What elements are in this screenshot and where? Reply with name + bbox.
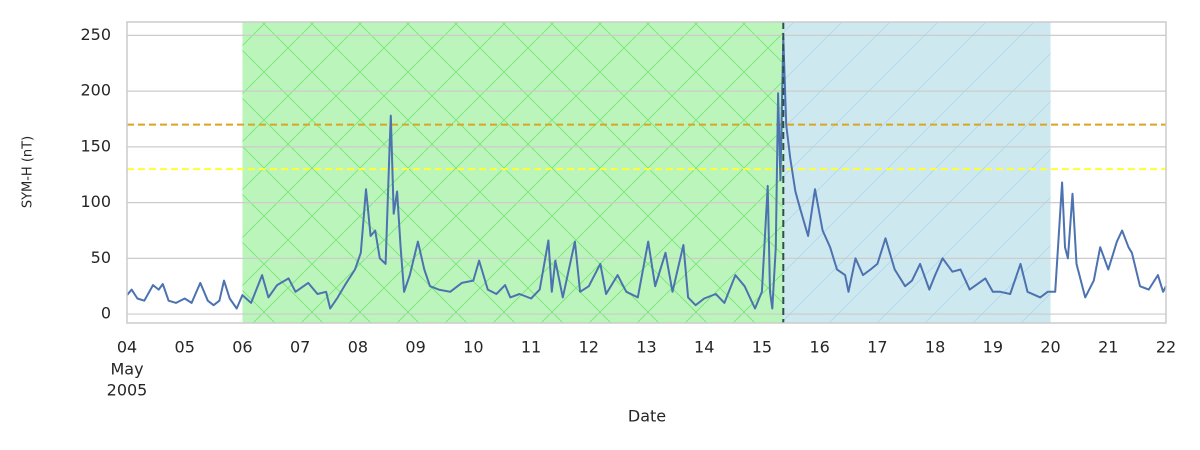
x-tick-label: 09 bbox=[405, 338, 425, 357]
x-tick-label: 10 bbox=[463, 338, 483, 357]
y-tick-label: 150 bbox=[80, 136, 111, 155]
x-tick-label: 17 bbox=[867, 338, 887, 357]
span-hatch bbox=[783, 22, 1051, 323]
x-tick-label: 11 bbox=[521, 338, 541, 357]
x-tick-label: 13 bbox=[636, 338, 656, 357]
x-tick-label: 20 bbox=[1040, 338, 1060, 357]
x-tick-label: 04 bbox=[117, 338, 137, 357]
plot-frame bbox=[126, 21, 1167, 324]
x-tick-label: 19 bbox=[983, 338, 1003, 357]
y-tick-label: 0 bbox=[101, 304, 111, 323]
x-tick-label: 21 bbox=[1098, 338, 1118, 357]
y-tick-label: 50 bbox=[91, 248, 111, 267]
span-hatch bbox=[242, 22, 784, 323]
x-tick-label: 18 bbox=[925, 338, 945, 357]
y-tick-label: 100 bbox=[80, 192, 111, 211]
x-tick-label: 07 bbox=[290, 338, 310, 357]
x-tick-label: 05 bbox=[175, 338, 195, 357]
y-tick-label: 200 bbox=[80, 81, 111, 100]
x-axis-label: Date bbox=[628, 407, 666, 426]
x-tick-label: 15 bbox=[752, 338, 772, 357]
x-tick-label: 06 bbox=[232, 338, 252, 357]
data-line bbox=[126, 36, 1167, 310]
x-tick-label: 08 bbox=[348, 338, 368, 357]
x-tick-sublabel: May bbox=[110, 360, 143, 379]
x-tick-label: 14 bbox=[694, 338, 714, 357]
y-axis-label: SYM-H (nT) bbox=[21, 136, 36, 208]
x-tick-label: 12 bbox=[579, 338, 599, 357]
x-tick-label: 22 bbox=[1156, 338, 1176, 357]
y-tick-label: 250 bbox=[80, 25, 111, 44]
x-tick-label: 16 bbox=[809, 338, 829, 357]
x-tick-sublabel: 2005 bbox=[107, 381, 148, 400]
